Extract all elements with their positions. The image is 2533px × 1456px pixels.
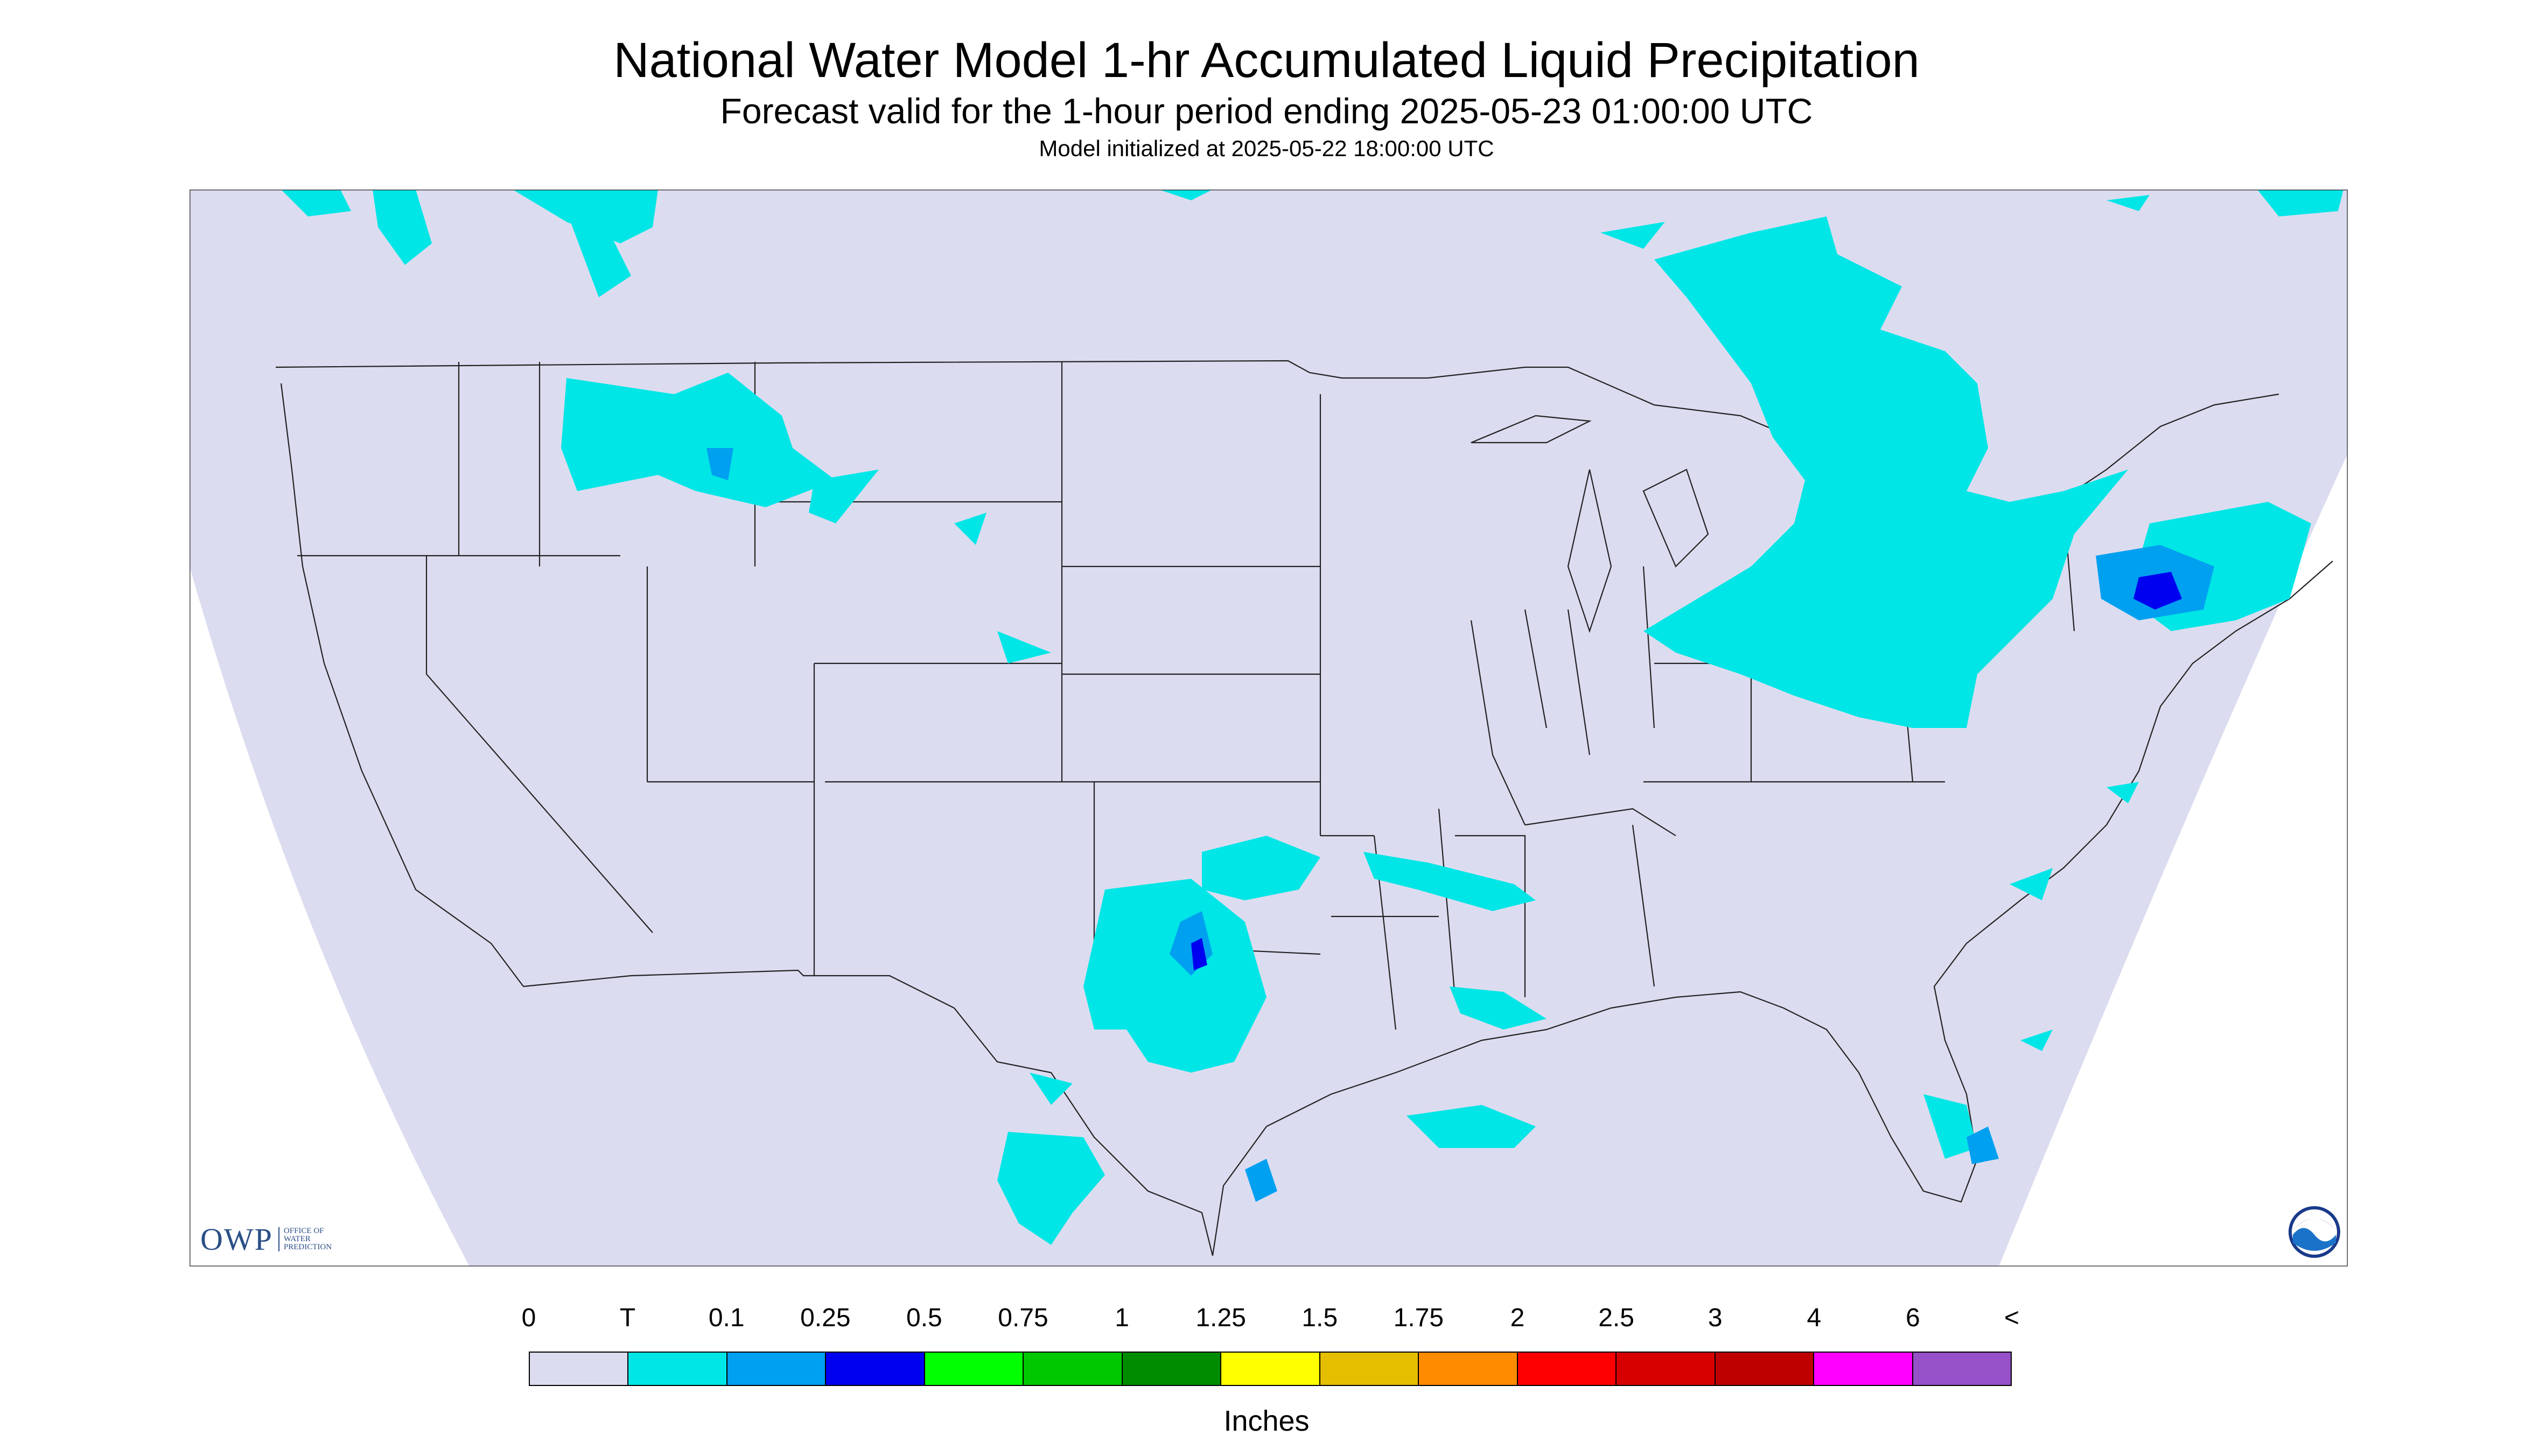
legend-swatch bbox=[1221, 1353, 1320, 1385]
map-title: National Water Model 1-hr Accumulated Li… bbox=[613, 33, 1920, 88]
legend-label: 3 bbox=[1708, 1304, 1723, 1332]
owp-logo: OWP OFFICE OF WATER PREDICTION bbox=[200, 1221, 332, 1257]
model-domain bbox=[190, 190, 2348, 1266]
noaa-logo-icon bbox=[2289, 1206, 2340, 1258]
legend-label: 1.5 bbox=[1302, 1304, 1338, 1332]
owp-sub-line-2: WATER bbox=[283, 1235, 311, 1243]
legend-label: 0 bbox=[521, 1304, 536, 1332]
legend-label: 1.75 bbox=[1393, 1304, 1444, 1332]
legend-swatch bbox=[1419, 1353, 1518, 1385]
legend-label: 4 bbox=[1807, 1304, 1822, 1332]
legend-swatch bbox=[1320, 1353, 1419, 1385]
legend-label: 2 bbox=[1510, 1304, 1525, 1332]
legend-label: 0.75 bbox=[998, 1304, 1048, 1332]
legend-label: T bbox=[619, 1304, 636, 1332]
model-init-subtitle: Model initialized at 2025-05-22 18:00:00… bbox=[1039, 136, 1494, 161]
owp-logo-mark: OWP bbox=[200, 1222, 273, 1257]
legend-swatch bbox=[1913, 1353, 2011, 1385]
legend-colorbar bbox=[529, 1352, 2012, 1386]
legend-swatch bbox=[1715, 1353, 1815, 1385]
legend-swatch bbox=[1617, 1353, 1716, 1385]
legend-label: 1 bbox=[1115, 1304, 1129, 1332]
legend-swatch bbox=[925, 1353, 1024, 1385]
forecast-valid-subtitle: Forecast valid for the 1-hour period end… bbox=[720, 91, 1813, 131]
owp-sub-line-3: PREDICTION bbox=[283, 1243, 332, 1251]
legend-label: 0.5 bbox=[906, 1304, 942, 1332]
legend-label: 2.5 bbox=[1598, 1304, 1634, 1332]
legend-label: 0.25 bbox=[800, 1304, 851, 1332]
legend-label: 0.1 bbox=[708, 1304, 745, 1332]
owp-sub-line-1: OFFICE OF bbox=[283, 1227, 324, 1235]
legend-swatch bbox=[1024, 1353, 1123, 1385]
legend-swatch bbox=[628, 1353, 727, 1385]
owp-logo-subtext: OFFICE OF WATER PREDICTION bbox=[278, 1227, 332, 1251]
legend-swatch bbox=[1814, 1353, 1913, 1385]
precip-moderate bbox=[1191, 572, 2182, 970]
legend-swatch bbox=[727, 1353, 827, 1385]
legend-units: Inches bbox=[1223, 1405, 1310, 1437]
legend-swatch bbox=[1517, 1353, 1617, 1385]
legend-swatch bbox=[1122, 1353, 1222, 1385]
precipitation-map bbox=[190, 190, 2348, 1266]
legend-label: 1.25 bbox=[1195, 1304, 1246, 1332]
legend-labels: 0 T 0.1 0.25 0.5 0.75 1 1.25 1.5 1.75 2 2.5 3 4 6 < bbox=[0, 1303, 2533, 1341]
legend-label: < bbox=[2004, 1304, 2020, 1332]
legend-label: 6 bbox=[1906, 1304, 1920, 1332]
legend-swatch bbox=[826, 1353, 925, 1385]
legend-swatch bbox=[530, 1353, 629, 1385]
